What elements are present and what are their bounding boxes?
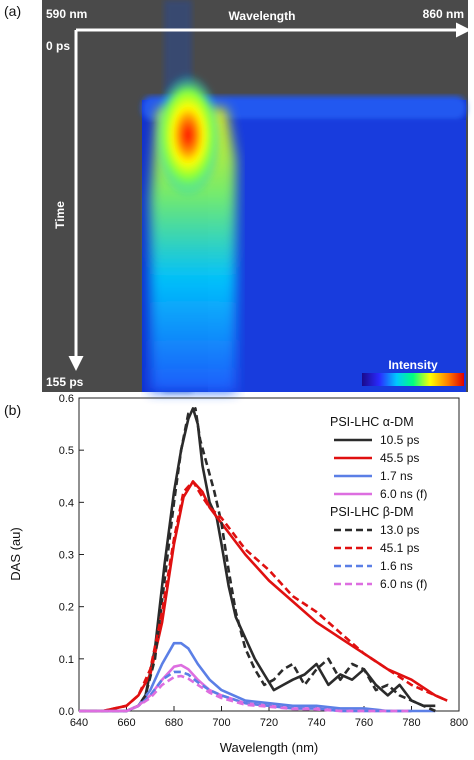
x-tick-label: 760 bbox=[355, 717, 373, 729]
time-axis-label: Time bbox=[53, 201, 67, 229]
legend-entry: 45.1 ps bbox=[380, 541, 419, 555]
wavelength-axis-label: Wavelength bbox=[229, 9, 296, 23]
y-tick-label: 0.3 bbox=[59, 550, 74, 562]
streak-image: 590 nm Wavelength 860 nm 0 ps Time 155 p… bbox=[42, 0, 471, 392]
series-line-5 bbox=[79, 480, 448, 713]
y-tick-label: 0.0 bbox=[59, 706, 74, 718]
y-axis-title: DAS (au) bbox=[8, 527, 23, 580]
intensity-label: Intensity bbox=[388, 358, 438, 372]
legend-entry: 6.0 ns (f) bbox=[380, 577, 427, 591]
x-tick-label: 800 bbox=[450, 717, 468, 729]
legend-group-heading: PSI-LHC β-DM bbox=[330, 505, 414, 519]
legend-entry: 1.6 ns bbox=[380, 559, 413, 573]
x-tick-label: 720 bbox=[260, 717, 278, 729]
time-end-label: 155 ps bbox=[46, 375, 84, 389]
legend-entry: 6.0 ns (f) bbox=[380, 487, 427, 501]
axis-ticks: 640 660 680 700 720 740 760 780 800 0.0 0.1 0.2 0.3 0… bbox=[59, 393, 468, 729]
legend-entry: 13.0 ps bbox=[380, 523, 419, 537]
wavelength-start-label: 590 nm bbox=[46, 7, 87, 21]
wavelength-end-label: 860 nm bbox=[423, 7, 464, 21]
series-line-2 bbox=[79, 641, 436, 713]
legend-entry: 1.7 ns bbox=[380, 469, 413, 483]
x-tick-label: 680 bbox=[165, 717, 183, 729]
x-tick-label: 660 bbox=[117, 717, 135, 729]
y-tick-label: 0.2 bbox=[59, 602, 74, 614]
panel-b-label: (b) bbox=[4, 402, 21, 418]
legend-entry: 10.5 ps bbox=[380, 433, 419, 447]
series-lines bbox=[79, 407, 448, 713]
peak-hotspot bbox=[154, 73, 222, 197]
x-axis-title: Wavelength (nm) bbox=[220, 740, 319, 755]
y-tick-label: 0.6 bbox=[59, 393, 74, 405]
x-tick-label: 640 bbox=[70, 717, 88, 729]
x-tick-label: 740 bbox=[307, 717, 325, 729]
legend: PSI-LHC α-DM 10.5 ps 45.5 ps 1.7 ns 6.0 ns (… bbox=[330, 415, 427, 591]
x-tick-label: 780 bbox=[402, 717, 420, 729]
legend-group-heading: PSI-LHC α-DM bbox=[330, 415, 414, 429]
intensity-colorbar bbox=[362, 373, 464, 386]
y-tick-label: 0.4 bbox=[59, 497, 74, 509]
y-tick-label: 0.5 bbox=[59, 445, 74, 457]
panel-a-label: (a) bbox=[4, 3, 21, 19]
time-start-label: 0 ps bbox=[46, 39, 70, 53]
x-tick-label: 700 bbox=[212, 717, 230, 729]
das-chart: 640 660 680 700 720 740 760 780 800 0.0 0.1 0.2 0.3 0… bbox=[8, 393, 468, 755]
red-tail-region bbox=[208, 120, 466, 392]
y-tick-label: 0.1 bbox=[59, 654, 74, 666]
series-line-7 bbox=[79, 674, 412, 713]
legend-entry: 45.5 ps bbox=[380, 451, 419, 465]
